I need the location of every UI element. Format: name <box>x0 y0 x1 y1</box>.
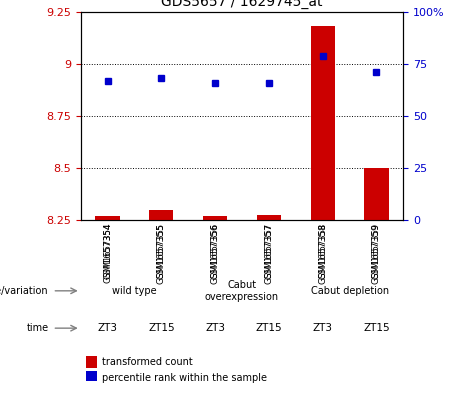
Text: ZT15: ZT15 <box>363 323 390 333</box>
Text: ZT3: ZT3 <box>313 323 333 333</box>
Text: GSM1657359: GSM1657359 <box>372 222 381 279</box>
Bar <box>203 216 227 220</box>
Title: GDS5657 / 1629745_at: GDS5657 / 1629745_at <box>161 0 323 9</box>
Bar <box>257 215 281 220</box>
Text: genotype/variation: genotype/variation <box>0 286 48 296</box>
Bar <box>86 356 97 368</box>
Text: time: time <box>26 323 48 333</box>
Text: GSM1657354: GSM1657354 <box>103 222 112 279</box>
Text: Cabut
overexpression: Cabut overexpression <box>205 280 279 301</box>
Text: transformed count: transformed count <box>101 357 192 367</box>
Text: GSM1657358: GSM1657358 <box>318 222 327 279</box>
Text: ZT15: ZT15 <box>255 323 282 333</box>
Text: GSM1657357: GSM1657357 <box>265 222 273 279</box>
Bar <box>364 168 389 220</box>
Text: wild type: wild type <box>112 286 157 296</box>
Bar <box>149 209 173 220</box>
Text: percentile rank within the sample: percentile rank within the sample <box>101 373 266 383</box>
Text: ZT3: ZT3 <box>205 323 225 333</box>
Text: ZT3: ZT3 <box>98 323 118 333</box>
Text: ZT15: ZT15 <box>148 323 175 333</box>
Bar <box>86 371 97 384</box>
Bar <box>311 26 335 220</box>
Bar <box>95 216 120 220</box>
Text: GSM1657355: GSM1657355 <box>157 222 166 279</box>
Text: Cabut depletion: Cabut depletion <box>311 286 389 296</box>
Text: GSM1657356: GSM1657356 <box>211 222 219 279</box>
